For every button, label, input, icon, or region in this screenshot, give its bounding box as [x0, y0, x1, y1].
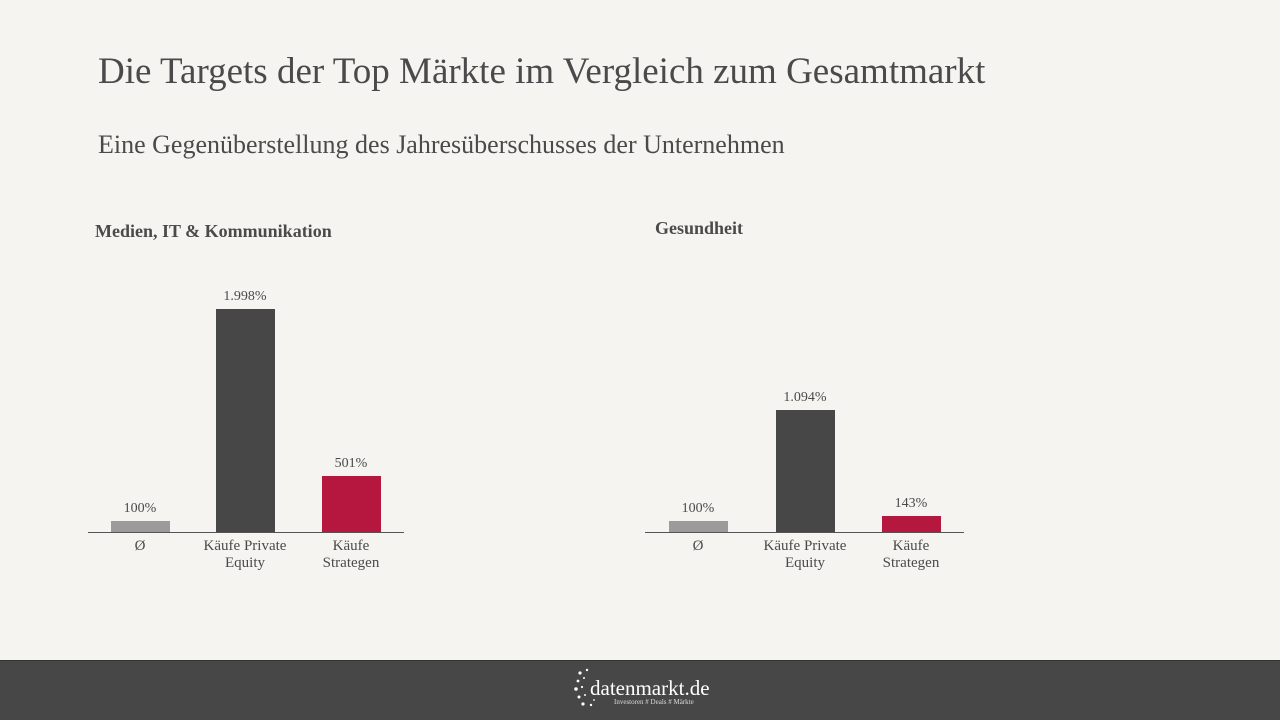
bar [321, 476, 381, 532]
value-label: 100% [123, 500, 157, 516]
category-label: Käufe Strategen [322, 538, 380, 571]
chart-title: Gesundheit [655, 218, 744, 238]
value-label: 1.998% [223, 289, 267, 305]
logo-text: datenmarkt.de [590, 676, 710, 700]
bar [110, 520, 170, 532]
category-label: Ø [134, 538, 146, 554]
value-label: 1.094% [783, 389, 827, 405]
category-label: Ø [692, 538, 704, 554]
chart-title: Medien, IT & Kommunikation [95, 221, 332, 241]
bar [881, 516, 941, 532]
value-label: 501% [334, 456, 368, 472]
subtitle: Eine Gegenüberstellung des Jahresübersch… [98, 130, 785, 159]
title: Die Targets der Top Märkte im Vergleich … [98, 51, 986, 92]
bar [668, 520, 728, 532]
value-label: 100% [681, 500, 715, 516]
logo-icon [574, 668, 595, 707]
axis-line [88, 532, 404, 533]
category-label: Käufe Private Equity [763, 538, 847, 571]
axis-line [645, 532, 964, 533]
bar [215, 309, 275, 532]
category-label: Käufe Private Equity [203, 538, 287, 571]
category-label: Käufe Strategen [882, 538, 940, 571]
footer [0, 660, 1280, 720]
value-label: 143% [894, 496, 928, 512]
bar [775, 409, 835, 532]
logo-tagline: Investoren # Deals # Märkte [614, 698, 694, 706]
